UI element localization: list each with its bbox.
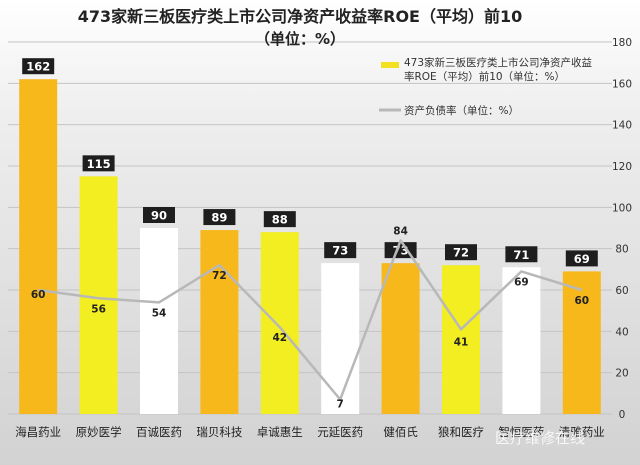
chart-title-line2: （单位：%） — [255, 30, 345, 48]
line-data-label: 72 — [212, 270, 227, 282]
y-tick-label: 0 — [619, 409, 626, 421]
bar — [321, 263, 360, 414]
line-data-label: 69 — [514, 276, 529, 288]
x-tick-label: 狼和医疗 — [438, 425, 484, 439]
y-axis: 0 20 40 60 80 100 120 140 160 180 — [612, 37, 632, 421]
legend: 473家新三板医疗类上市公司净资产收益 率ROE（平均）前10（单位：%） 资产… — [379, 56, 595, 117]
line-data-label: 60 — [574, 295, 589, 307]
y-tick-label: 60 — [615, 285, 628, 297]
x-tick-label: 清雅药业 — [559, 425, 605, 439]
bar-label-badge — [143, 207, 175, 223]
watermark-text: 医疗维修在线 — [495, 429, 585, 447]
line-data-label: 84 — [393, 225, 408, 237]
bar-label-badge — [324, 242, 357, 259]
bar — [502, 267, 541, 414]
legend-bar-label: 473家新三板医疗类上市公司净资产收益 率ROE（平均）前10（单位：%） — [404, 56, 595, 83]
y-tick-label: 100 — [612, 202, 632, 214]
y-tick-label: 40 — [615, 326, 628, 338]
bar-data-label: 90 — [151, 209, 167, 223]
bar-data-label: 71 — [513, 248, 529, 262]
bar-data-label: 89 — [211, 211, 227, 225]
x-tick-label: 海昌药业 — [15, 425, 61, 439]
line-data-label: 7 — [337, 399, 344, 411]
x-tick-label: 瑞贝科技 — [196, 425, 242, 439]
line-path — [38, 239, 583, 401]
line-data-label: 54 — [152, 307, 167, 319]
y-tick-label: 180 — [612, 37, 632, 49]
bar — [79, 176, 118, 414]
x-tick-label: 原妙医学 — [76, 425, 122, 439]
x-axis: 海昌药业 原妙医学 百诚医药 瑞贝科技 卓诚惠生 元延医药 健佰氏 狼和医疗 智恒医药 清雅药业 — [15, 425, 605, 439]
line-series: 60 56 54 72 42 7 84 41 69 60 — [31, 225, 589, 410]
bar-data-label: 73 — [332, 244, 348, 258]
bar-data-label: 88 — [272, 213, 288, 227]
y-tick-label: 120 — [612, 161, 632, 173]
bar — [260, 232, 299, 414]
y-tick-label: 80 — [615, 244, 628, 256]
x-tick-label: 元延医药 — [317, 425, 363, 439]
bar-label-badge — [445, 244, 477, 261]
bar-label-badge — [505, 246, 538, 263]
x-tick-label: 卓诚惠生 — [257, 425, 303, 439]
bar-label-badge — [203, 209, 236, 226]
legend-bar-swatch — [381, 62, 399, 68]
x-tick-label: 健佰氏 — [383, 425, 418, 439]
bar-label-badge — [82, 155, 115, 172]
y-tick-label: 160 — [612, 78, 632, 90]
line-data-label: 41 — [454, 336, 469, 348]
bar-data-label: 162 — [26, 60, 50, 74]
x-tick-label: 百诚医药 — [136, 425, 182, 439]
line-data-label: 56 — [91, 303, 106, 315]
y-tick-label: 140 — [612, 120, 632, 132]
bar-data-label: 72 — [453, 246, 469, 260]
bar-data-label: 115 — [87, 157, 111, 171]
bar — [562, 271, 601, 414]
x-tick-label: 智恒医药 — [498, 425, 544, 439]
bar — [200, 230, 239, 414]
bar — [140, 228, 178, 414]
line-data-label: 42 — [272, 332, 287, 344]
line-data-label: 60 — [31, 289, 46, 301]
bar-label-badge — [22, 58, 55, 75]
chart-title-line1: 473家新三板医疗类上市公司净资产收益率ROE（平均）前10 — [78, 7, 523, 26]
bar — [381, 263, 420, 414]
bar-label-badge — [565, 250, 598, 267]
bar — [19, 79, 58, 414]
bar-label-badge — [263, 211, 296, 228]
y-tick-label: 20 — [615, 368, 628, 380]
bar-data-label: 69 — [574, 252, 590, 266]
legend-line-label: 资产负债率（单位：%） — [404, 104, 519, 117]
bar — [442, 265, 480, 414]
